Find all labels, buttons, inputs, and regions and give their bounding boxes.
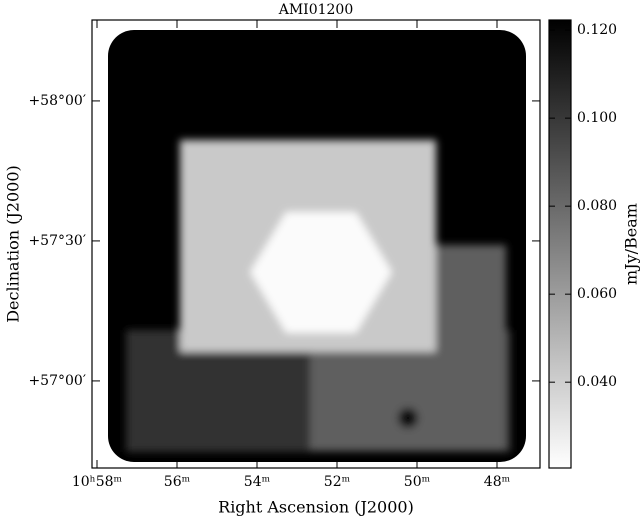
x-axis-label: Right Ascension (J2000) [218,498,414,517]
x-tick-label: 48ᵐ [484,474,511,490]
colorbar [548,19,572,469]
y-tick-label: +57°00′ [28,373,86,389]
colorbar-tick-label: 0.100 [577,110,617,126]
y-tick-label: +58°00′ [28,93,86,109]
x-tick-label: 50ᵐ [404,474,431,490]
plot-frame [91,19,541,469]
colorbar-label: mJy/Beam [622,203,641,285]
colorbar-tick-label: 0.080 [577,198,617,214]
y-tick-label: +57°30′ [28,233,86,249]
colorbar-tick-label: 0.120 [577,22,617,38]
x-tick-label: 56ᵐ [164,474,191,490]
x-tick-label: 52ᵐ [324,474,351,490]
sky-image [92,20,540,468]
x-tick-label: 54ᵐ [244,474,271,490]
y-axis-label: Declination (J2000) [4,165,23,323]
colorbar-tick-label: 0.040 [577,374,617,390]
chart-title: AMI01200 [278,2,354,18]
x-tick-label: 10ʰ58ᵐ [72,474,123,490]
colorbar-tick-label: 0.060 [577,286,617,302]
